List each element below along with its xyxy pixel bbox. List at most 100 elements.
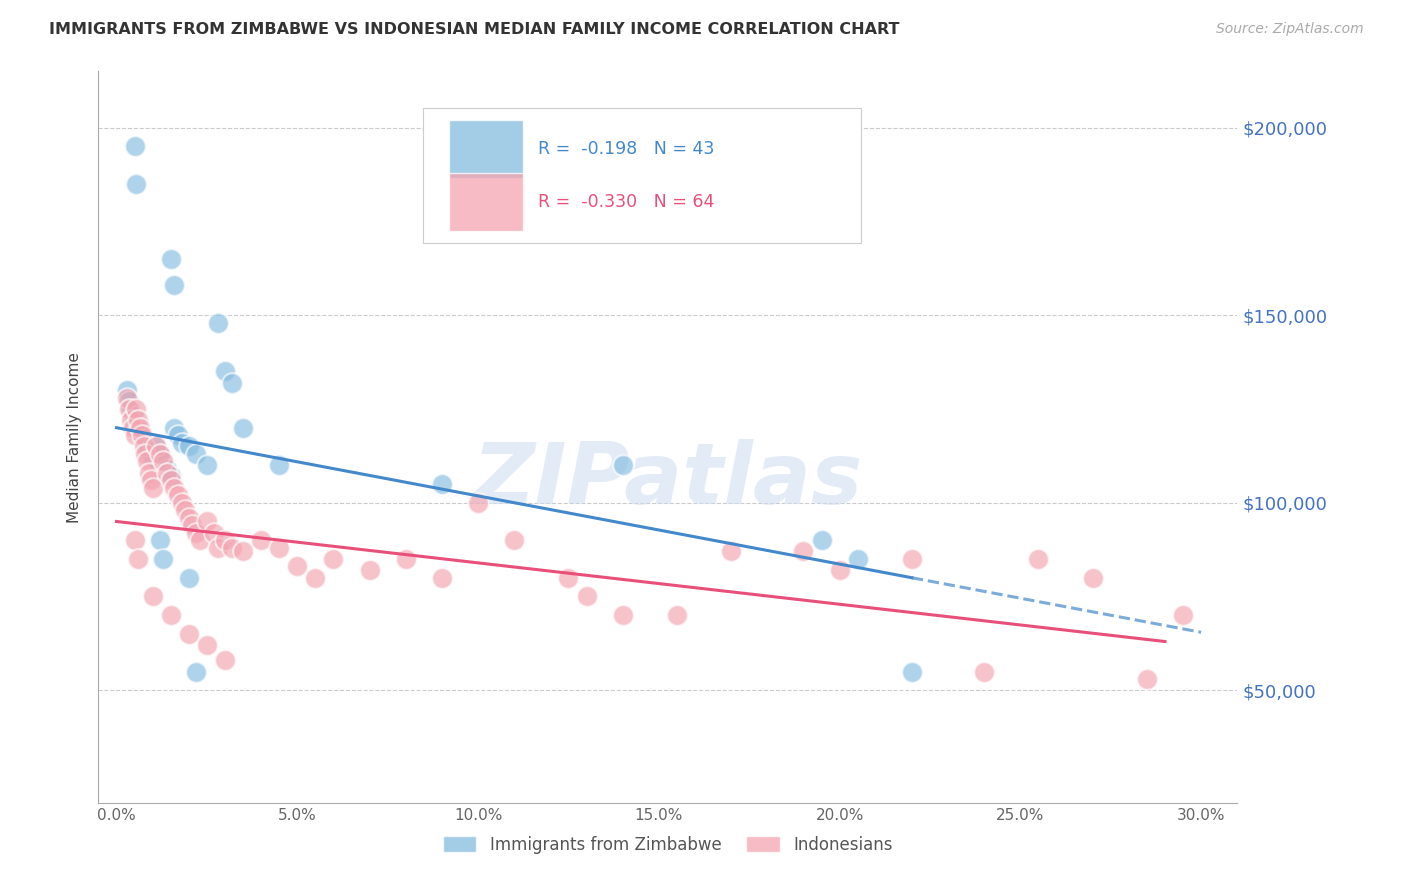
Point xyxy=(359,563,381,577)
Point xyxy=(167,488,190,502)
Point xyxy=(207,316,229,330)
Point xyxy=(195,458,218,473)
Point xyxy=(221,541,243,555)
Point xyxy=(121,420,143,434)
Point xyxy=(167,428,190,442)
Point xyxy=(139,473,162,487)
Point xyxy=(250,533,273,548)
Text: R =  -0.198   N = 43: R = -0.198 N = 43 xyxy=(538,140,714,158)
Point xyxy=(117,391,139,405)
Point xyxy=(846,552,869,566)
Text: R =  -0.330   N = 64: R = -0.330 N = 64 xyxy=(538,194,714,211)
Point xyxy=(127,552,149,566)
Point xyxy=(156,466,179,480)
Point xyxy=(612,458,634,473)
Point xyxy=(430,571,453,585)
Point xyxy=(181,518,204,533)
Point xyxy=(214,533,236,548)
Point xyxy=(269,541,291,555)
Point xyxy=(395,552,418,566)
Point xyxy=(129,425,152,439)
Point xyxy=(170,435,193,450)
Point xyxy=(232,544,254,558)
Point xyxy=(170,496,193,510)
Point xyxy=(221,376,243,390)
Point xyxy=(184,665,207,679)
Point xyxy=(195,638,218,652)
Point xyxy=(612,608,634,623)
Point xyxy=(430,477,453,491)
Point xyxy=(184,447,207,461)
Point xyxy=(322,552,344,566)
Point xyxy=(214,364,236,378)
Point xyxy=(195,515,218,529)
Point xyxy=(134,435,156,450)
Point xyxy=(152,454,174,468)
Point xyxy=(120,401,142,416)
Point xyxy=(177,571,200,585)
Point xyxy=(828,563,851,577)
Point xyxy=(125,401,148,416)
Point xyxy=(145,440,167,454)
Point xyxy=(124,139,146,153)
Point xyxy=(120,413,142,427)
Point xyxy=(207,541,229,555)
Point xyxy=(792,544,814,558)
Text: Source: ZipAtlas.com: Source: ZipAtlas.com xyxy=(1216,22,1364,37)
Point xyxy=(149,447,172,461)
Point xyxy=(174,503,197,517)
Point xyxy=(973,665,995,679)
Point xyxy=(124,428,146,442)
Point xyxy=(142,481,165,495)
Point xyxy=(118,394,141,409)
FancyBboxPatch shape xyxy=(423,108,862,244)
Point xyxy=(145,440,167,454)
Point xyxy=(177,510,200,524)
Point xyxy=(1028,552,1050,566)
Point xyxy=(163,278,186,293)
Point xyxy=(214,653,236,667)
Point xyxy=(138,466,160,480)
Point xyxy=(285,559,308,574)
Point xyxy=(503,533,526,548)
Point xyxy=(177,440,200,454)
Point xyxy=(901,665,924,679)
FancyBboxPatch shape xyxy=(449,120,523,178)
Point xyxy=(149,447,172,461)
Point xyxy=(136,454,159,468)
Point xyxy=(159,252,181,266)
Point xyxy=(124,413,146,427)
Point xyxy=(121,409,143,424)
Point xyxy=(202,525,225,540)
Point xyxy=(139,447,162,461)
Point xyxy=(269,458,291,473)
Point xyxy=(129,420,152,434)
Point xyxy=(142,450,165,465)
Point xyxy=(163,420,186,434)
Point xyxy=(810,533,832,548)
Point xyxy=(132,440,155,454)
Point xyxy=(142,590,165,604)
Point xyxy=(117,383,139,397)
Legend: Immigrants from Zimbabwe, Indonesians: Immigrants from Zimbabwe, Indonesians xyxy=(436,829,900,860)
Point xyxy=(124,533,146,548)
Point xyxy=(136,440,159,454)
FancyBboxPatch shape xyxy=(449,173,523,231)
Point xyxy=(159,608,181,623)
Point xyxy=(159,469,181,483)
Point xyxy=(152,552,174,566)
Point xyxy=(163,481,186,495)
Point xyxy=(125,177,148,191)
Point xyxy=(232,420,254,434)
Y-axis label: Median Family Income: Median Family Income xyxy=(67,351,83,523)
Point xyxy=(184,525,207,540)
Point xyxy=(557,571,579,585)
Point xyxy=(188,533,211,548)
Point xyxy=(132,432,155,446)
Point xyxy=(118,401,141,416)
Point xyxy=(1171,608,1194,623)
Text: IMMIGRANTS FROM ZIMBABWE VS INDONESIAN MEDIAN FAMILY INCOME CORRELATION CHART: IMMIGRANTS FROM ZIMBABWE VS INDONESIAN M… xyxy=(49,22,900,37)
Point xyxy=(152,454,174,468)
Point xyxy=(467,496,489,510)
Point xyxy=(131,428,153,442)
